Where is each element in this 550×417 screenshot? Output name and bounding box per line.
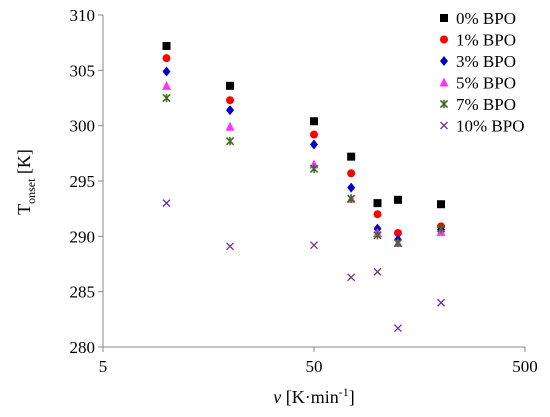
legend-item: 7% BPO [439, 95, 516, 114]
series-0 [162, 41, 446, 209]
data-point [347, 273, 356, 282]
data-point [226, 81, 235, 90]
y-tick-label: 295 [70, 172, 96, 191]
data-point [373, 231, 382, 240]
data-point [226, 242, 234, 251]
y-tick-label: 280 [70, 338, 96, 357]
data-point [373, 199, 382, 208]
y-tick-label: 285 [70, 283, 96, 302]
legend-item: 10% BPO [440, 117, 524, 136]
data-point [162, 80, 172, 90]
series-4 [162, 93, 446, 248]
legend-label: 5% BPO [456, 74, 516, 93]
data-point [226, 105, 235, 116]
data-point [225, 121, 235, 131]
x-tick-label: 50 [306, 357, 323, 376]
data-point [373, 210, 382, 219]
legend-label: 1% BPO [456, 31, 516, 50]
y-axis-label: Tonset [K] [14, 149, 38, 215]
data-point [436, 224, 446, 233]
y-tick-label: 290 [70, 227, 96, 246]
series-3 [162, 80, 446, 247]
data-point [162, 199, 171, 208]
data-point [310, 117, 318, 126]
data-point [347, 152, 356, 161]
data-point [310, 139, 318, 150]
legend-marker [440, 14, 448, 22]
y-tick-label: 305 [70, 61, 96, 80]
data-point [346, 194, 356, 203]
legend-marker [440, 56, 448, 66]
data-point [310, 241, 318, 250]
axes: 280 285 290 295 300 305 310 5 50 500 [70, 6, 538, 376]
legend-label: 10% BPO [456, 117, 524, 136]
data-point [393, 195, 402, 204]
legend-marker [440, 35, 448, 44]
legend-item: 5% BPO [439, 74, 516, 93]
legend-marker [439, 99, 449, 109]
legend-label: 3% BPO [456, 52, 516, 71]
y-tick-label: 300 [70, 117, 96, 136]
legend: 0% BPO 1% BPO 3% BPO 5% BPO 7% BPO 10% BPO [439, 9, 524, 136]
data-point [225, 136, 235, 146]
data-point [226, 96, 235, 105]
data-point [437, 200, 446, 209]
data-points [162, 41, 446, 333]
data-point [162, 93, 171, 103]
legend-item: 0% BPO [440, 9, 516, 28]
legend-label: 0% BPO [456, 9, 516, 28]
legend-label: 7% BPO [456, 95, 516, 114]
x-tick-label: 5 [99, 357, 108, 376]
data-point [162, 66, 171, 77]
data-point [162, 41, 171, 50]
y-tick-label: 310 [70, 6, 96, 25]
data-point [347, 182, 356, 193]
legend-marker [439, 77, 449, 87]
data-point [437, 298, 445, 307]
data-point [310, 130, 318, 139]
series-5 [162, 199, 445, 333]
x-tick-label: 500 [512, 357, 538, 376]
data-point [394, 324, 402, 333]
data-point [393, 229, 402, 238]
data-point [347, 169, 356, 178]
data-point [309, 164, 319, 174]
legend-item: 1% BPO [440, 31, 516, 50]
data-point [373, 267, 382, 276]
series-1 [162, 54, 446, 238]
x-axis-label: v [K·min-1] [273, 385, 355, 407]
series-2 [162, 66, 446, 245]
data-point [393, 238, 403, 248]
legend-item: 3% BPO [440, 52, 516, 71]
legend-marker [440, 121, 448, 130]
data-point [162, 54, 171, 63]
